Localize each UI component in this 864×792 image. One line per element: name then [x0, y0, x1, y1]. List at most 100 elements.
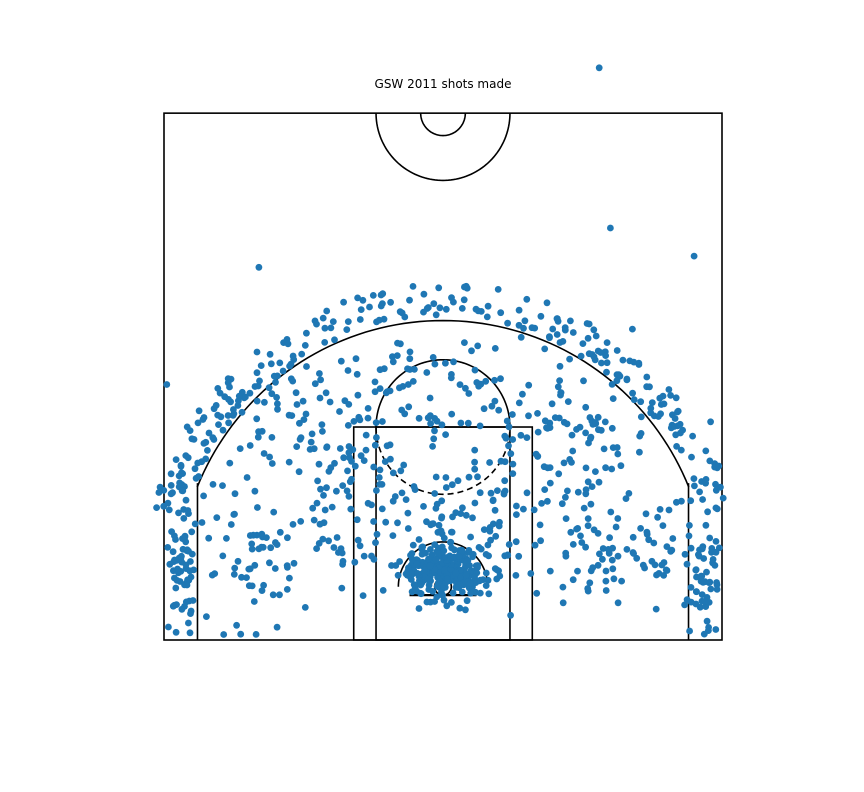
shot-point	[480, 405, 488, 413]
shot-point	[209, 434, 217, 441]
shot-point	[541, 345, 549, 353]
shot-point	[462, 571, 470, 579]
shot-point	[373, 530, 381, 538]
shot-point	[268, 390, 276, 398]
shot-point	[406, 355, 414, 363]
shot-point	[261, 398, 268, 406]
shot-point	[326, 398, 334, 406]
shot-point	[503, 417, 511, 425]
shot-point	[471, 465, 479, 473]
shot-point	[452, 569, 460, 577]
shot-point	[423, 598, 431, 606]
shot-point	[165, 623, 172, 631]
shot-point	[266, 453, 273, 461]
shot-point	[561, 324, 569, 331]
shot-point	[482, 569, 490, 577]
shot-point	[153, 504, 161, 511]
shot-point	[629, 389, 636, 397]
shot-point	[253, 348, 261, 356]
shot-point	[683, 596, 691, 603]
shot-point	[338, 549, 346, 557]
shot-point	[315, 460, 323, 468]
shot-point	[707, 585, 715, 593]
shot-point	[608, 465, 616, 473]
shot-point	[686, 627, 693, 635]
shot-point	[469, 514, 476, 522]
shot-point	[435, 521, 443, 529]
shot-point	[169, 548, 177, 556]
shot-point	[432, 473, 440, 481]
shot-point	[449, 589, 457, 597]
shot-point	[246, 442, 254, 449]
shot-point	[229, 412, 237, 419]
shot-point	[429, 354, 437, 361]
shot-point	[614, 599, 622, 607]
shot-point	[553, 315, 561, 323]
shot-point	[637, 525, 644, 532]
shot-point	[186, 629, 194, 637]
shot-point	[512, 538, 520, 546]
shot-point	[432, 556, 440, 564]
shot-point	[400, 461, 408, 469]
shot-point	[273, 394, 280, 401]
shot-point	[427, 420, 434, 427]
shot-point	[442, 484, 450, 491]
shot-point	[599, 545, 607, 552]
shot-point	[308, 430, 316, 438]
shot-point	[507, 450, 515, 458]
shot-point	[489, 520, 497, 528]
shot-point	[583, 320, 591, 327]
shot-point	[423, 305, 431, 312]
shot-point	[290, 559, 298, 567]
shot-point	[467, 533, 474, 541]
shot-point	[567, 317, 574, 325]
shot-point	[603, 359, 611, 367]
shot-point	[271, 565, 279, 572]
shot-point	[586, 414, 594, 421]
shot-point	[423, 369, 431, 376]
shot-point	[448, 599, 455, 606]
shot-point	[594, 561, 602, 569]
shot-point	[209, 481, 217, 488]
shot-point	[340, 454, 348, 462]
shot-point	[377, 291, 385, 299]
shot-point	[553, 331, 561, 338]
shot-point	[276, 359, 284, 367]
shot-point	[163, 381, 171, 388]
shot-point	[238, 408, 246, 416]
shot-point	[230, 571, 238, 578]
shot-point	[254, 433, 262, 441]
shot-point	[474, 473, 481, 481]
shot-point	[619, 356, 627, 364]
shot-point	[548, 400, 556, 408]
shot-point	[188, 528, 196, 536]
shot-point	[601, 418, 609, 426]
shot-point	[189, 597, 197, 604]
shot-point	[258, 587, 266, 594]
shot-point	[376, 366, 384, 374]
shot-point	[712, 480, 719, 488]
shot-point	[623, 546, 631, 553]
shot-point	[587, 500, 595, 508]
shot-point	[636, 448, 643, 456]
shot-point	[610, 575, 618, 583]
shot-point	[690, 252, 698, 260]
shot-point	[364, 405, 372, 412]
shot-point	[167, 490, 175, 498]
shot-point	[549, 325, 557, 333]
shot-point	[442, 474, 450, 481]
shot-point	[351, 462, 359, 470]
shot-point	[438, 514, 445, 522]
shot-point	[637, 413, 645, 421]
shot-point	[354, 294, 361, 302]
shot-point	[492, 532, 500, 540]
shot-point	[362, 446, 370, 454]
shot-point	[318, 421, 326, 428]
shot-point	[465, 547, 473, 554]
shot-point	[203, 613, 210, 620]
shot-point	[219, 552, 227, 560]
shot-point	[691, 482, 698, 490]
shot-point	[415, 605, 423, 612]
shot-point	[480, 526, 488, 533]
shot-point	[227, 521, 235, 528]
